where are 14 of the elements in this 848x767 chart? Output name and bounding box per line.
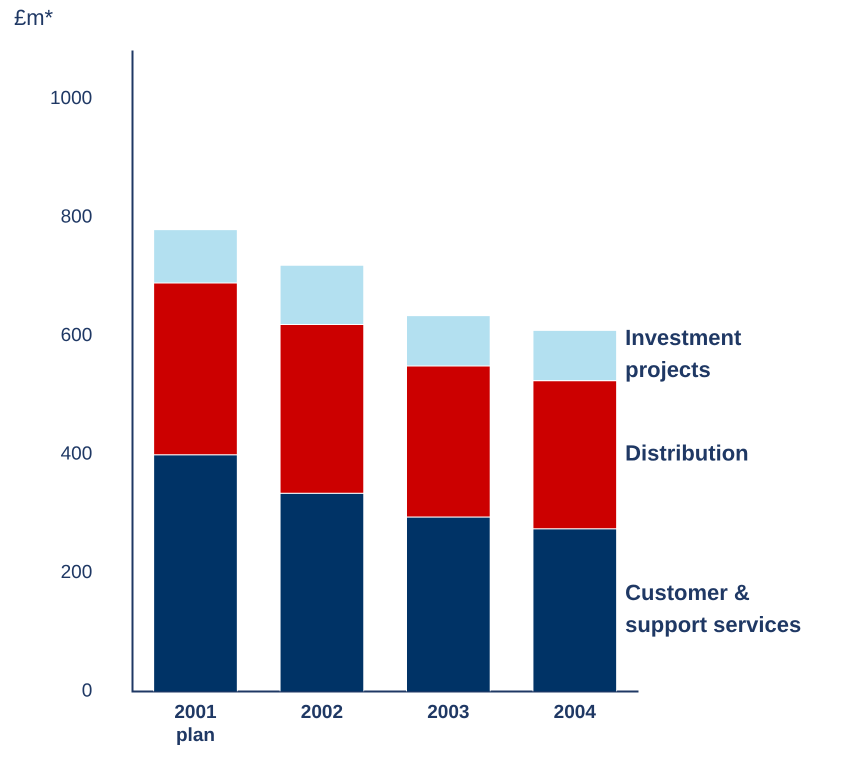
y-tick-label: 800 xyxy=(60,206,92,228)
y-axis-title: £m* xyxy=(14,5,54,30)
y-tick-label: 0 xyxy=(82,680,92,702)
series-label: Investment projects xyxy=(625,325,742,382)
x-tick-label: 2004 xyxy=(554,702,596,724)
series-label: Distribution xyxy=(625,440,749,466)
y-tick-label: 600 xyxy=(60,325,92,346)
x-tick-label: 2003 xyxy=(427,702,470,724)
x-tick-label: 2001 plan xyxy=(174,702,218,746)
y-tick-label: 400 xyxy=(60,444,92,465)
y-tick-label: 1000 xyxy=(50,88,92,110)
y-tick-label: 200 xyxy=(60,562,92,584)
x-tick-label: 2002 xyxy=(300,702,344,724)
series-label: Customer & support services xyxy=(625,580,802,637)
